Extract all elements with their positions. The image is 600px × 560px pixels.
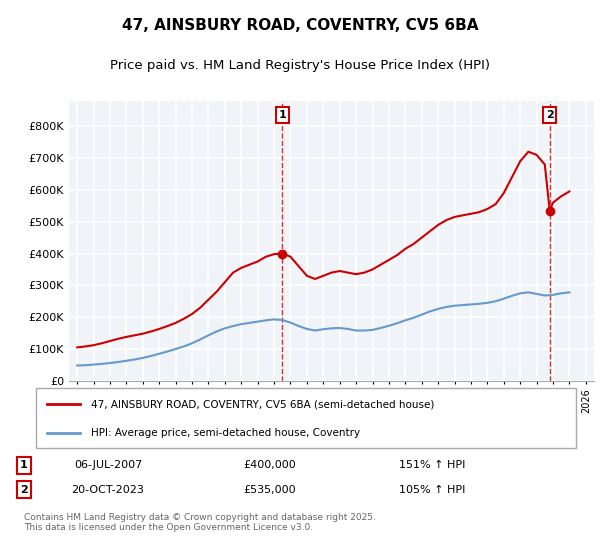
Text: 2: 2 [546, 110, 554, 120]
Text: Contains HM Land Registry data © Crown copyright and database right 2025.
This d: Contains HM Land Registry data © Crown c… [24, 512, 376, 532]
Text: 06-JUL-2007: 06-JUL-2007 [74, 460, 142, 470]
Text: 1: 1 [278, 110, 286, 120]
Text: HPI: Average price, semi-detached house, Coventry: HPI: Average price, semi-detached house,… [91, 428, 360, 438]
Text: 1: 1 [20, 460, 28, 470]
Text: 105% ↑ HPI: 105% ↑ HPI [399, 485, 465, 495]
Text: 47, AINSBURY ROAD, COVENTRY, CV5 6BA (semi-detached house): 47, AINSBURY ROAD, COVENTRY, CV5 6BA (se… [91, 399, 434, 409]
Text: 151% ↑ HPI: 151% ↑ HPI [399, 460, 465, 470]
Text: £400,000: £400,000 [244, 460, 296, 470]
Text: Price paid vs. HM Land Registry's House Price Index (HPI): Price paid vs. HM Land Registry's House … [110, 59, 490, 72]
Text: 2: 2 [20, 485, 28, 495]
Text: £535,000: £535,000 [244, 485, 296, 495]
Text: 47, AINSBURY ROAD, COVENTRY, CV5 6BA: 47, AINSBURY ROAD, COVENTRY, CV5 6BA [122, 18, 478, 32]
FancyBboxPatch shape [35, 388, 577, 447]
Text: 20-OCT-2023: 20-OCT-2023 [71, 485, 145, 495]
